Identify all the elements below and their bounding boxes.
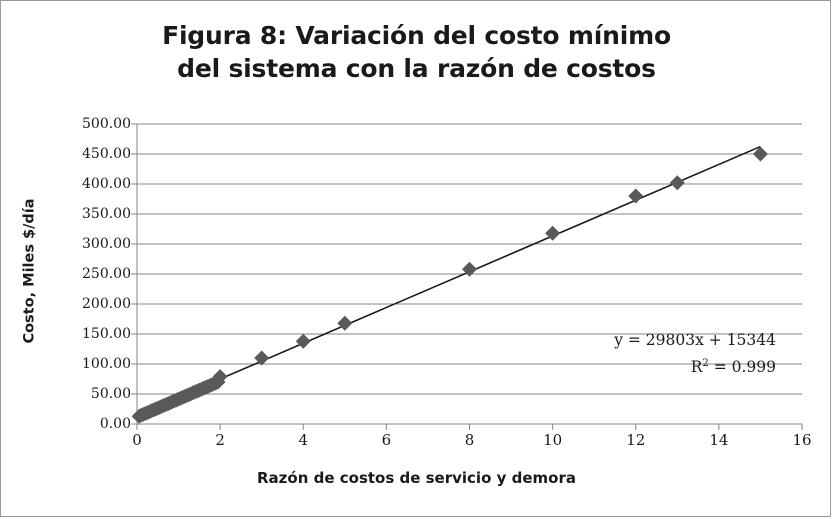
x-tick-label: 6 — [381, 431, 392, 449]
chart-title: Figura 8: Variación del costo mínimo del… — [1, 19, 832, 85]
y-axis-tick-labels: 0.00 50.00 100.00 150.00 200.00 250.00 300.00 3… — [49, 116, 131, 432]
r-squared-exponent: 2 — [702, 358, 709, 369]
trendline-equation-annotation: y = 29803x + 15344 R2 = 0.999 — [561, 328, 776, 379]
data-point-marker — [212, 369, 228, 385]
y-tick-label: 250.00 — [82, 266, 131, 282]
x-tick-label: 14 — [709, 431, 729, 449]
r-squared-value: = 0.999 — [708, 358, 776, 377]
y-tick-label: 150.00 — [82, 326, 131, 342]
y-tick-label: 100.00 — [82, 356, 131, 372]
data-point-marker — [254, 350, 270, 366]
y-tick-label: 450.00 — [82, 146, 131, 162]
y-tick-label: 300.00 — [82, 236, 131, 252]
r-squared-prefix: R — [690, 358, 703, 377]
chart-title-line-1: Figura 8: Variación del costo mínimo — [162, 21, 671, 50]
plot-area — [131, 123, 803, 430]
data-markers — [131, 146, 768, 424]
data-point-marker — [545, 225, 561, 241]
data-point-marker — [337, 315, 353, 331]
y-tick-marks — [131, 123, 137, 425]
x-axis-tick-labels: 0 2 4 6 8 10 12 14 16 — [132, 431, 811, 455]
scatter-plot-svg — [131, 123, 803, 430]
x-tick-marks — [136, 424, 803, 430]
y-axis-title-label: Costo, Miles $/día — [22, 198, 38, 344]
data-point-marker — [752, 146, 768, 162]
x-tick-label: 4 — [298, 431, 309, 449]
x-tick-label: 2 — [215, 431, 225, 449]
trendline-path — [138, 145, 761, 415]
x-tick-label: 16 — [792, 431, 812, 449]
x-axis-title-label: Razón de costos de servicio y demora — [257, 469, 576, 487]
chart-title-line-2: del sistema con la razón de costos — [177, 54, 656, 83]
data-point-marker — [462, 261, 477, 277]
data-point-marker — [628, 188, 644, 204]
data-point-marker — [295, 333, 311, 349]
x-tick-label: 10 — [543, 431, 563, 449]
trendline — [138, 145, 761, 415]
trendline-equation: y = 29803x + 15344 — [614, 331, 776, 349]
y-tick-label: 50.00 — [90, 386, 131, 402]
y-tick-label: 0.00 — [99, 416, 131, 432]
y-tick-label: 350.00 — [82, 206, 131, 222]
y-tick-label: 200.00 — [82, 296, 131, 312]
y-tick-label: 400.00 — [82, 176, 131, 192]
trendline-r-squared: R2 = 0.999 — [561, 352, 776, 379]
x-axis-title: Razón de costos de servicio y demora — [1, 469, 832, 487]
x-tick-label: 8 — [464, 431, 475, 449]
x-tick-label: 0 — [132, 431, 142, 449]
y-axis-title: Costo, Miles $/día — [15, 151, 45, 391]
x-tick-label: 12 — [626, 431, 646, 449]
y-tick-label: 500.00 — [82, 116, 131, 132]
data-point-marker — [669, 175, 685, 191]
